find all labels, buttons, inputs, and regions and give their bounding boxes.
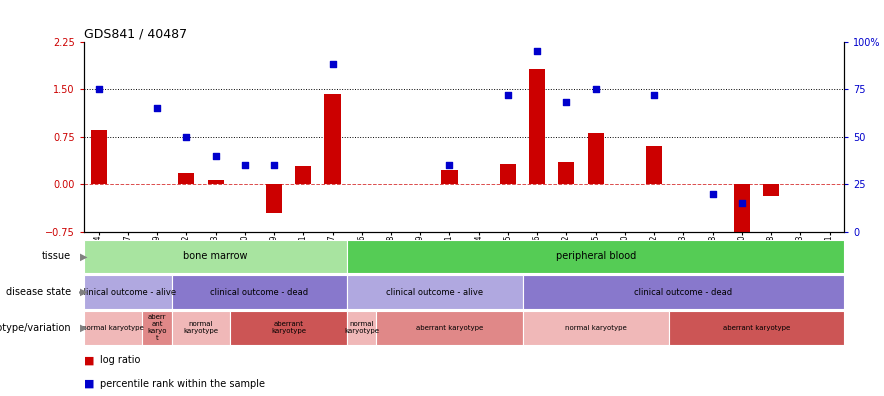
Point [267,162,281,168]
Point [530,48,545,54]
Bar [295,166,311,184]
Point [560,99,574,106]
Bar [266,184,282,213]
Bar [500,164,516,184]
Text: GDS841 / 40487: GDS841 / 40487 [84,27,187,40]
Bar [347,240,844,273]
Bar [646,146,662,184]
Bar [84,240,347,273]
Point [589,86,603,92]
Text: clinical outcome - alive: clinical outcome - alive [386,287,484,297]
Point [735,200,749,206]
Text: normal karyotype: normal karyotype [565,325,627,331]
Bar [522,275,844,309]
Bar [559,162,575,184]
Bar [669,311,844,345]
Bar [84,275,171,309]
Text: ■: ■ [84,379,95,389]
Text: normal
karyotype: normal karyotype [344,321,379,334]
Text: aberrant karyotype: aberrant karyotype [723,325,790,331]
Bar [441,170,458,184]
Text: genotype/variation: genotype/variation [0,323,71,333]
Text: peripheral blood: peripheral blood [555,251,636,261]
Bar [588,133,604,184]
Bar [347,275,522,309]
Bar [208,180,224,184]
Bar [171,275,347,309]
Text: ▶: ▶ [80,251,87,261]
Text: clinical outcome - alive: clinical outcome - alive [80,287,177,297]
Point [442,162,456,168]
Text: aberrant karyotype: aberrant karyotype [415,325,483,331]
Point [238,162,252,168]
Text: ▶: ▶ [80,323,87,333]
Point [647,91,661,98]
Point [209,152,223,159]
Bar [734,184,750,244]
Bar [90,130,107,184]
Text: clinical outcome - dead: clinical outcome - dead [210,287,309,297]
Point [150,105,164,111]
Bar [763,184,779,196]
Bar [324,94,340,184]
Text: bone marrow: bone marrow [183,251,248,261]
Bar [142,311,171,345]
Text: ▶: ▶ [80,287,87,297]
Bar [84,311,142,345]
Bar [522,311,669,345]
Text: aberrant
karyotype: aberrant karyotype [271,321,306,334]
Text: tissue: tissue [42,251,71,261]
Text: normal karyotype: normal karyotype [82,325,144,331]
Text: ■: ■ [84,355,95,366]
Point [92,86,106,92]
Bar [171,311,230,345]
Text: disease state: disease state [5,287,71,297]
Text: percentile rank within the sample: percentile rank within the sample [100,379,265,389]
Bar [230,311,347,345]
Point [179,133,194,140]
Bar [347,311,377,345]
Text: aberr
ant
karyo
t: aberr ant karyo t [148,314,167,341]
Point [325,61,339,68]
Point [705,190,720,197]
Point [501,91,515,98]
Text: normal
karyotype: normal karyotype [184,321,218,334]
Bar [179,173,194,184]
Bar [377,311,522,345]
Bar [530,69,545,184]
Text: clinical outcome - dead: clinical outcome - dead [635,287,733,297]
Text: log ratio: log ratio [100,355,141,366]
